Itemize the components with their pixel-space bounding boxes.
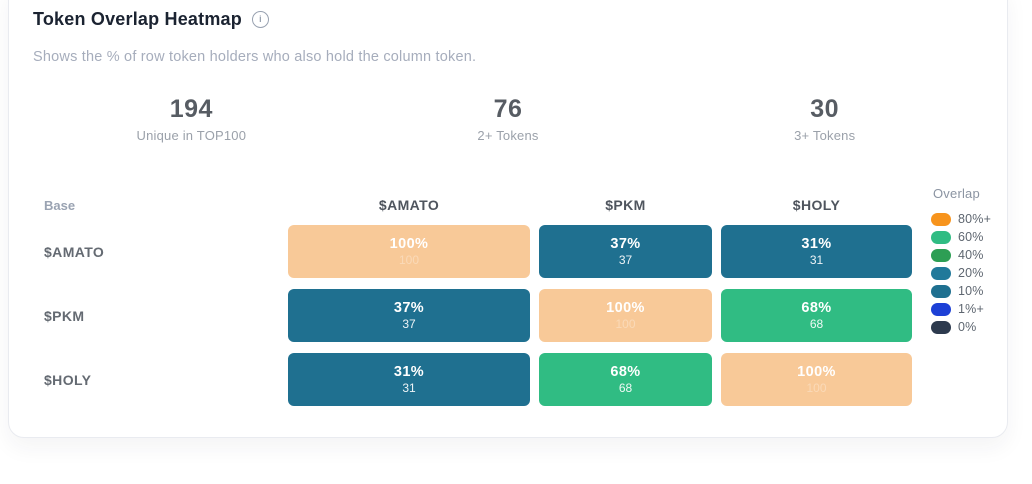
- stat-label: 3+ Tokens: [794, 128, 856, 143]
- stat-value: 194: [169, 95, 213, 123]
- legend-swatch-0: [931, 320, 951, 334]
- cell-percent: 31%: [801, 235, 832, 252]
- cell-count: 37: [618, 253, 633, 268]
- legend-item-40: 40%: [931, 246, 1001, 264]
- heatmap-cell-amato-amato: 100% 100: [288, 225, 530, 278]
- legend-item-10: 10%: [931, 282, 1001, 300]
- legend-item-20: 20%: [931, 264, 1001, 282]
- row-label-amato: $AMATO: [44, 243, 105, 260]
- stat-value: 30: [810, 95, 840, 123]
- overlap-heatmap-grid: Base $AMATO $PKM $HOLY $AMATO 100% 100 3…: [33, 196, 912, 406]
- heatmap-cell-pkm-holy: 68% 68: [721, 289, 912, 342]
- legend-label: 1%+: [958, 302, 984, 316]
- stat-value: 76: [493, 95, 523, 123]
- cell-percent: 31%: [393, 363, 425, 380]
- base-column-header: Base: [44, 197, 76, 213]
- stat-label: Unique in TOP100: [136, 128, 247, 143]
- column-header-pkm: $PKM: [605, 197, 646, 213]
- cell-count: 68: [618, 381, 633, 396]
- cell-percent: 37%: [393, 299, 425, 316]
- legend-title: Overlap: [933, 186, 980, 201]
- cell-percent: 100%: [606, 299, 645, 316]
- legend-swatch-60: [931, 230, 951, 244]
- stat-three-plus-tokens: 30 3+ Tokens: [666, 95, 983, 143]
- legend-item-1plus: 1%+: [931, 300, 1001, 318]
- heatmap-cell-holy-pkm: 68% 68: [539, 353, 712, 406]
- page-title: Token Overlap Heatmap: [33, 9, 242, 29]
- legend-item-80plus: 80%+: [931, 210, 1001, 228]
- stat-two-plus-tokens: 76 2+ Tokens: [350, 95, 667, 143]
- heatmap-cell-amato-pkm: 37% 37: [539, 225, 712, 278]
- card-subtitle: Shows the % of row token holders who als…: [33, 49, 477, 65]
- cell-count: 100: [615, 317, 636, 332]
- stat-unique-top100: 194 Unique in TOP100: [33, 95, 350, 143]
- info-icon[interactable]: i: [251, 11, 269, 28]
- cell-count: 68: [809, 317, 824, 332]
- token-overlap-heatmap-card: Token Overlap Heatmap i Shows the % of r…: [8, 0, 1008, 438]
- cell-percent: 100%: [389, 235, 429, 252]
- legend-swatch-20: [931, 266, 951, 280]
- legend-swatch-1plus: [931, 302, 951, 316]
- cell-percent: 100%: [797, 363, 836, 380]
- heatmap-cell-holy-amato: 31% 31: [288, 353, 530, 406]
- heatmap-cell-pkm-amato: 37% 37: [288, 289, 530, 342]
- legend-item-0: 0%: [931, 318, 1001, 336]
- legend-label: 10%: [958, 284, 984, 298]
- row-label-holy: $HOLY: [44, 371, 92, 388]
- cell-count: 100: [398, 253, 420, 268]
- legend-label: 80%+: [958, 212, 992, 226]
- heatmap-cell-holy-holy: 100% 100: [721, 353, 912, 406]
- legend-label: 60%: [958, 230, 984, 244]
- cell-percent: 37%: [610, 235, 641, 252]
- stat-label: 2+ Tokens: [477, 128, 539, 143]
- cell-percent: 68%: [801, 299, 832, 316]
- cell-count: 31: [809, 253, 824, 268]
- legend-label: 0%: [958, 320, 977, 334]
- column-header-holy: $HOLY: [792, 197, 841, 213]
- cell-count: 37: [402, 317, 416, 332]
- legend-label: 40%: [958, 248, 984, 262]
- card-header: Token Overlap Heatmap i: [33, 9, 269, 30]
- row-label-pkm: $PKM: [44, 307, 85, 324]
- overlap-legend: Overlap 80%+ 60% 40% 20% 10% 1%+ 0%: [931, 186, 1001, 336]
- heatmap-cell-amato-holy: 31% 31: [721, 225, 912, 278]
- column-header-amato: $AMATO: [378, 197, 440, 213]
- summary-stats: 194 Unique in TOP100 76 2+ Tokens 30 3+ …: [33, 95, 983, 143]
- cell-count: 31: [402, 381, 416, 396]
- cell-count: 100: [806, 381, 827, 396]
- legend-swatch-40: [931, 248, 951, 262]
- legend-swatch-80plus: [931, 212, 951, 226]
- legend-swatch-10: [931, 284, 951, 298]
- legend-label: 20%: [958, 266, 984, 280]
- cell-percent: 68%: [610, 363, 641, 380]
- legend-item-60: 60%: [931, 228, 1001, 246]
- heatmap-cell-pkm-pkm: 100% 100: [539, 289, 712, 342]
